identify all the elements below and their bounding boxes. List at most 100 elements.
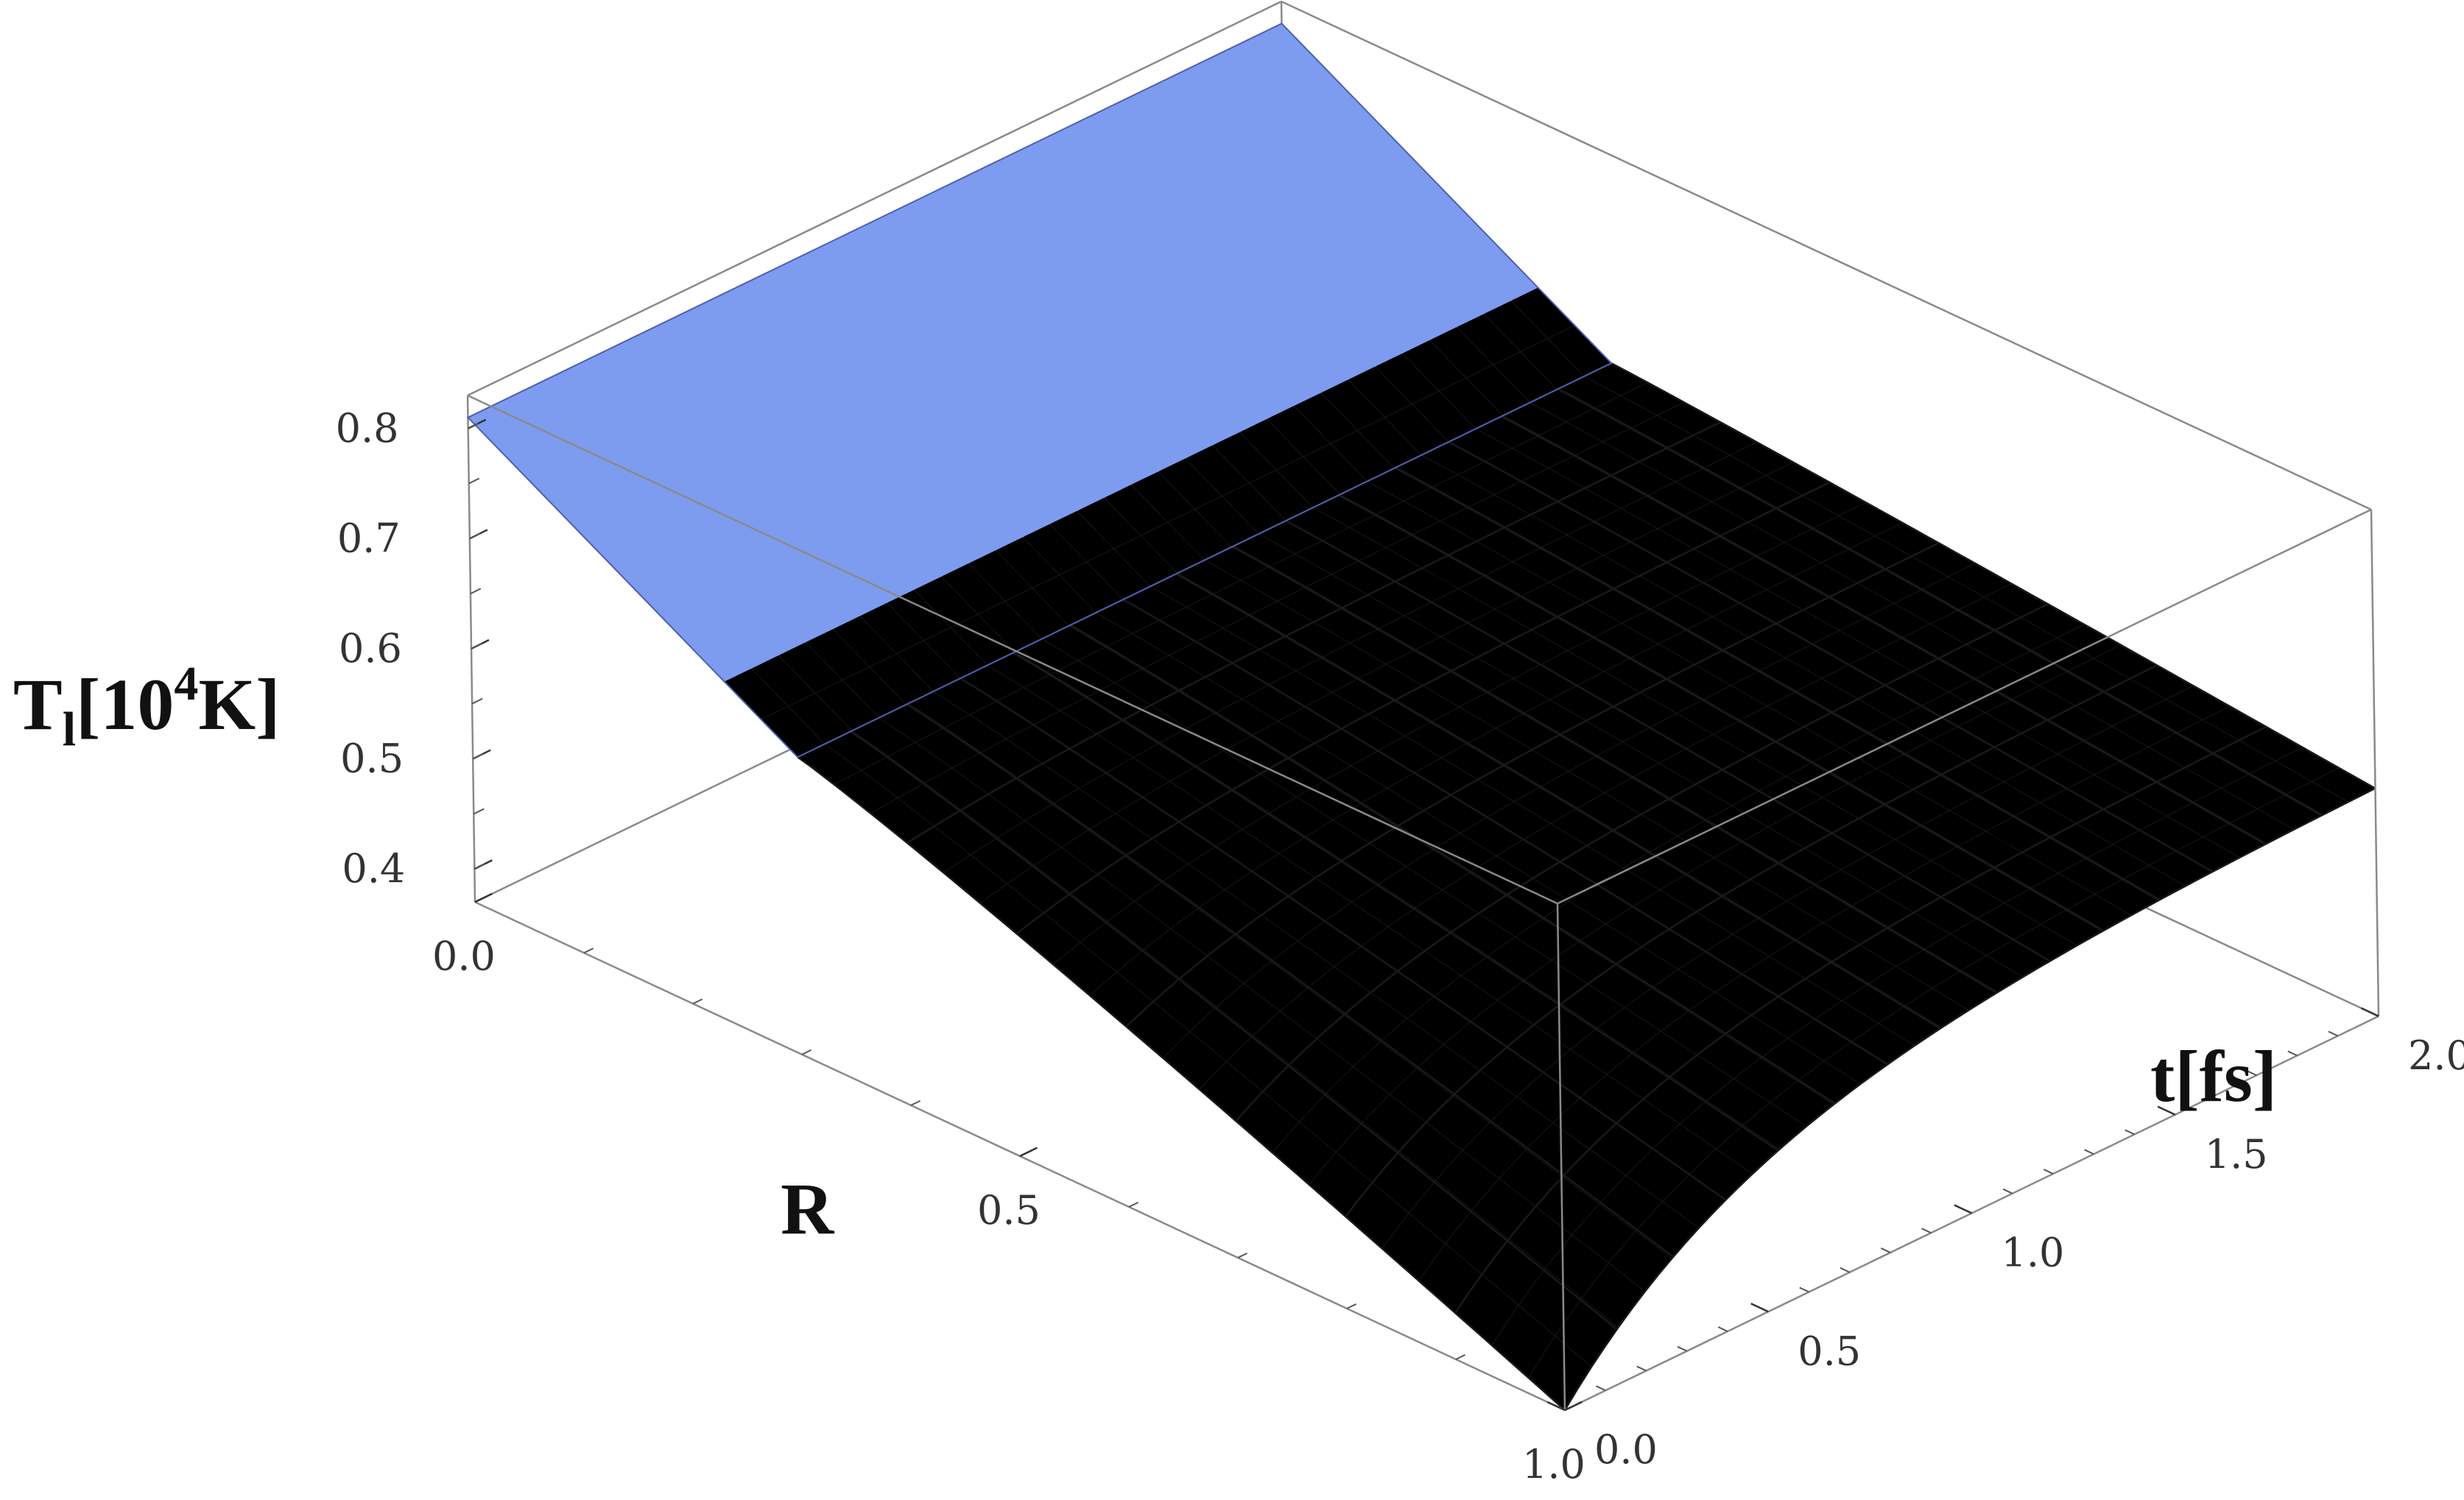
surface-patch <box>1123 586 1187 621</box>
surface-patch <box>1357 417 1422 468</box>
surface-patch <box>1585 475 1649 509</box>
surface-patch <box>1597 1007 1661 1052</box>
surface-patch <box>1641 929 1706 970</box>
r-minor-tick <box>1128 1201 1139 1208</box>
surface-patch <box>1693 422 1757 456</box>
surface-patch <box>1859 803 1923 840</box>
surface-patch <box>1370 971 1435 1018</box>
mesh-line-r <box>907 421 1721 844</box>
surface-patch <box>1743 1102 1807 1149</box>
surface-patch <box>1721 522 1785 556</box>
surface-patch <box>1758 658 1822 692</box>
surface-patch <box>960 665 1024 702</box>
surface-patch <box>1775 610 1840 644</box>
surface-patch <box>1116 949 1180 1002</box>
surface-patch <box>1163 1031 1227 1090</box>
surface-patch <box>1507 1024 1571 1073</box>
surface-patch <box>1641 799 1705 837</box>
surface-patch <box>2066 774 2131 810</box>
box-edge <box>1281 0 2372 511</box>
surface-patch <box>1621 495 1685 529</box>
surface-patch <box>1566 409 1630 442</box>
surface-patch <box>1607 1052 1671 1099</box>
surface-patch <box>1832 944 1896 984</box>
surface-patch <box>1787 885 1851 923</box>
surface-patch <box>1476 644 1541 679</box>
surface-patch <box>1251 853 1316 896</box>
surface-patch <box>1324 902 1389 946</box>
surface-patch <box>1006 725 1070 764</box>
r-minor-tick <box>1237 1252 1248 1258</box>
r-minor-tick <box>1346 1303 1357 1309</box>
surface-patch <box>1049 510 1114 562</box>
surface-patch <box>1133 742 1197 782</box>
surface-patch <box>1113 535 1178 587</box>
surface-patch <box>2257 795 2321 830</box>
mesh-line-t <box>1501 415 2266 845</box>
surface-patch <box>1269 797 1334 837</box>
surface-patch <box>1070 874 1135 922</box>
surface-patch <box>979 739 1043 779</box>
surface-patch <box>1180 956 1244 1007</box>
surface-patch <box>1399 1122 1463 1181</box>
surface-patch <box>1686 734 1750 770</box>
surface-patch <box>1650 836 1714 874</box>
mesh-line-r <box>1015 481 1831 934</box>
surface-patch <box>1060 696 1124 734</box>
surface-patch <box>1326 1066 1390 1122</box>
mesh-line-t <box>1013 652 1779 1152</box>
surface-patch <box>1239 419 1304 471</box>
surface-patch <box>1222 482 1286 535</box>
surface-patch <box>1314 728 1379 766</box>
surface-patch <box>1650 713 1714 749</box>
surface-patch <box>1839 616 1904 652</box>
surface-patch <box>1895 950 1960 989</box>
surface-patch <box>1739 589 1803 624</box>
z-label-exp: 4 <box>174 657 198 711</box>
r-axis-label: R <box>781 1168 835 1250</box>
surface-patch <box>933 678 997 715</box>
t-minor-tick <box>1799 1286 1809 1293</box>
surface-patch <box>1669 912 1733 952</box>
surface-patch <box>1214 699 1278 736</box>
surface-patch <box>1379 866 1443 908</box>
surface-patch <box>1131 471 1195 523</box>
surface-patch <box>2058 859 2122 895</box>
surface-patch <box>1014 638 1079 675</box>
surface-patch <box>1159 607 1223 642</box>
surface-patch <box>1032 574 1097 626</box>
surface-patch <box>1675 468 1739 502</box>
box-edge <box>467 0 1282 397</box>
mesh-line-r <box>1235 603 2049 1122</box>
surface-patch <box>1132 620 1196 655</box>
surface-patch <box>2021 604 2085 638</box>
surface-patch <box>1407 996 1471 1045</box>
surface-patch <box>1759 776 1823 812</box>
surface-patch <box>1912 775 1977 811</box>
surface-patch <box>1423 795 1488 834</box>
surface-patch <box>1558 602 1622 638</box>
surface-patch <box>1821 664 1885 700</box>
surface-patch <box>1633 890 1697 929</box>
surface-patch <box>1599 1175 1663 1231</box>
surface-patch <box>1491 1305 1555 1378</box>
surface-patch <box>1450 779 1515 817</box>
surface-patch <box>1502 402 1567 435</box>
surface-patch <box>2230 809 2295 844</box>
surface-patch <box>1706 1078 1770 1125</box>
surface-patch <box>1594 508 1658 542</box>
surface-patch <box>1353 1041 1417 1095</box>
surface-patch <box>2148 733 2212 768</box>
surface-patch <box>1016 912 1080 965</box>
surface-patch <box>2248 761 2312 795</box>
surface-patch <box>1560 845 1624 884</box>
surface-patch <box>1472 1178 1536 1239</box>
surface-patch <box>1233 773 1297 813</box>
surface-patch <box>971 837 1035 884</box>
surface-patch <box>1948 563 2012 597</box>
surface-patch <box>1569 884 1633 924</box>
surface-patch <box>1505 878 1569 919</box>
surface-patch <box>1733 1057 1798 1103</box>
surface-patch <box>1508 1206 1572 1269</box>
surface-patch <box>1967 747 2031 782</box>
